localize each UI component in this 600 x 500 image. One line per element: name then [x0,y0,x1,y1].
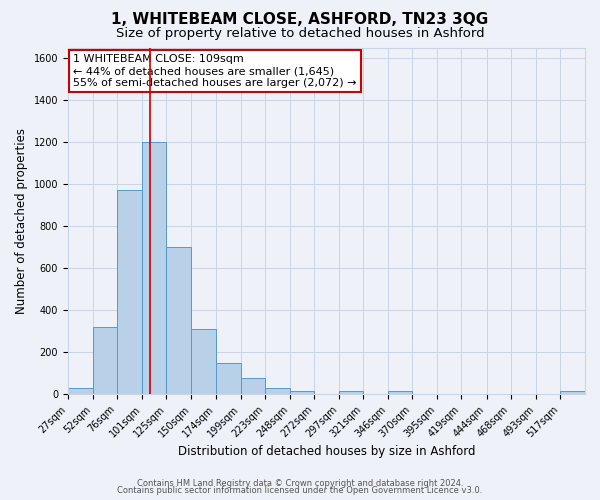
Text: Contains HM Land Registry data © Crown copyright and database right 2024.: Contains HM Land Registry data © Crown c… [137,478,463,488]
Y-axis label: Number of detached properties: Number of detached properties [15,128,28,314]
Text: 1, WHITEBEAM CLOSE, ASHFORD, TN23 3QG: 1, WHITEBEAM CLOSE, ASHFORD, TN23 3QG [112,12,488,28]
Bar [142,142,166,394]
Bar [241,378,265,394]
Text: Size of property relative to detached houses in Ashford: Size of property relative to detached ho… [116,28,484,40]
Bar [191,329,215,394]
Bar [117,190,142,394]
Bar [68,388,93,394]
Text: 1 WHITEBEAM CLOSE: 109sqm
← 44% of detached houses are smaller (1,645)
55% of se: 1 WHITEBEAM CLOSE: 109sqm ← 44% of detac… [73,54,356,88]
Bar [93,327,117,394]
Bar [388,391,412,394]
Bar [215,362,241,394]
X-axis label: Distribution of detached houses by size in Ashford: Distribution of detached houses by size … [178,444,475,458]
Bar [290,391,314,394]
Bar [265,388,290,394]
Text: Contains public sector information licensed under the Open Government Licence v3: Contains public sector information licen… [118,486,482,495]
Bar [166,247,191,394]
Bar [339,391,363,394]
Bar [560,391,585,394]
